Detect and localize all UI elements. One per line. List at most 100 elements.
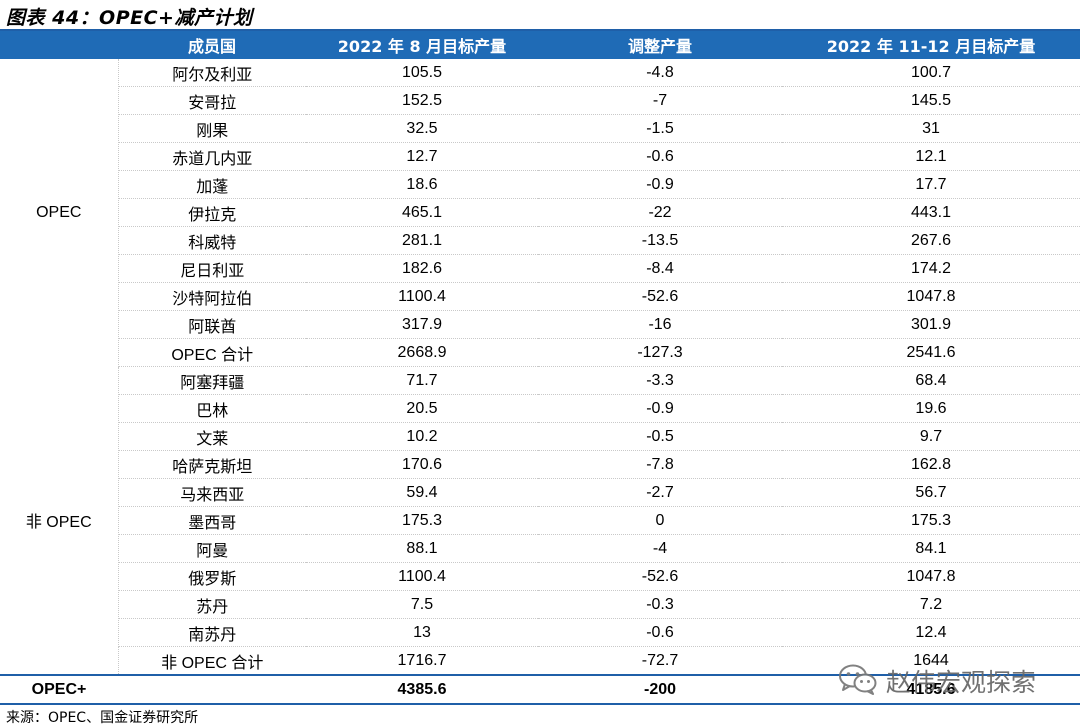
nov-dec-cell: 12.4 [782,618,1080,647]
country-cell: 非 OPEC 合计 [118,646,306,676]
aug-cell: 20.5 [306,394,538,423]
nov-dec-cell: 175.3 [782,506,1080,535]
adj-cell: -8.4 [538,254,782,283]
total-adj: -200 [538,674,782,705]
aug-cell: 1100.4 [306,282,538,311]
adj-cell: -0.6 [538,142,782,171]
country-cell: 尼日利亚 [118,254,306,283]
table-row: 南苏丹 13 -0.6 12.4 [0,618,1080,647]
total-nov-dec: 4185.6 [782,674,1080,705]
aug-cell: 10.2 [306,422,538,451]
nov-dec-cell: 1047.8 [782,562,1080,591]
nov-dec-cell: 84.1 [782,534,1080,563]
aug-cell: 317.9 [306,310,538,339]
country-cell: 哈萨克斯坦 [118,450,306,479]
total-aug: 4385.6 [306,674,538,705]
nov-dec-cell: 267.6 [782,226,1080,255]
aug-cell: 1100.4 [306,562,538,591]
table-row: 加蓬 18.6 -0.9 17.7 [0,170,1080,199]
table-row: 赤道几内亚 12.7 -0.6 12.1 [0,142,1080,171]
table-row: 苏丹 7.5 -0.3 7.2 [0,590,1080,619]
header-nov-dec-target: 2022 年 11-12 月目标产量 [782,31,1080,59]
source-note: 来源：OPEC、国金证券研究所 [6,710,199,726]
aug-cell: 71.7 [306,366,538,395]
country-cell: 南苏丹 [118,618,306,647]
aug-cell: 59.4 [306,478,538,507]
table-row: 刚果 32.5 -1.5 31 [0,114,1080,143]
country-cell: 阿塞拜疆 [118,366,306,395]
table-row: 科威特 281.1 -13.5 267.6 [0,226,1080,255]
adj-cell: -16 [538,310,782,339]
adj-cell: -3.3 [538,366,782,395]
aug-cell: 88.1 [306,534,538,563]
aug-cell: 152.5 [306,86,538,115]
nov-dec-cell: 1047.8 [782,282,1080,311]
country-cell: 阿尔及利亚 [118,59,306,87]
nov-dec-cell: 19.6 [782,394,1080,423]
aug-cell: 18.6 [306,170,538,199]
adj-cell: -52.6 [538,282,782,311]
table-row: 伊拉克 465.1 -22 443.1 [0,198,1080,227]
watermark-text: 赵伟宏观探索 [886,668,1037,697]
nov-dec-cell: 174.2 [782,254,1080,283]
country-cell: 马来西亚 [118,478,306,507]
table-row: 阿曼 88.1 -4 84.1 [0,534,1080,563]
nov-dec-cell: 443.1 [782,198,1080,227]
total-label: OPEC+ [0,674,118,705]
country-cell: 阿联酋 [118,310,306,339]
nov-dec-cell: 9.7 [782,422,1080,451]
header-group [0,31,118,59]
header-adjustment: 调整产量 [538,31,782,59]
aug-cell: 7.5 [306,590,538,619]
watermark: 赵伟宏观探索 [838,664,1036,698]
aug-cell: 105.5 [306,59,538,87]
country-cell: 刚果 [118,114,306,143]
adj-cell: -0.9 [538,170,782,199]
country-cell: 阿曼 [118,534,306,563]
nov-dec-cell: 145.5 [782,86,1080,115]
table-row: OPEC 阿尔及利亚 105.5 -4.8 100.7 [0,59,1080,367]
adj-cell: -7 [538,86,782,115]
table-row: 非 OPEC 阿塞拜疆 71.7 -3.3 68.4 [0,366,1080,675]
nov-dec-cell: 12.1 [782,142,1080,171]
header-country: 成员国 [118,31,306,59]
country-cell: 俄罗斯 [118,562,306,591]
adj-cell: -7.8 [538,450,782,479]
opec-subtotal-row: OPEC 合计 2668.9 -127.3 2541.6 [0,338,1080,367]
country-cell: 科威特 [118,226,306,255]
country-cell: 文莱 [118,422,306,451]
country-cell: 安哥拉 [118,86,306,115]
aug-cell: 13 [306,618,538,647]
country-cell: 伊拉克 [118,198,306,227]
table-row: 墨西哥 175.3 0 175.3 [0,506,1080,535]
country-cell: 沙特阿拉伯 [118,282,306,311]
aug-cell: 182.6 [306,254,538,283]
opec-cut-table: 成员国 2022 年 8 月目标产量 调整产量 2022 年 11-12 月目标… [0,31,1080,705]
aug-cell: 281.1 [306,226,538,255]
header-row: 成员国 2022 年 8 月目标产量 调整产量 2022 年 11-12 月目标… [0,31,1080,59]
opec-plus-total-row: OPEC+ 4385.6 -200 4185.6 [0,674,1080,705]
adj-cell: -0.9 [538,394,782,423]
nov-dec-cell: 301.9 [782,310,1080,339]
adj-cell: -1.5 [538,114,782,143]
aug-cell: 32.5 [306,114,538,143]
country-cell: 苏丹 [118,590,306,619]
nov-dec-cell: 56.7 [782,478,1080,507]
country-cell: 赤道几内亚 [118,142,306,171]
nov-dec-cell: 68.4 [782,366,1080,395]
aug-cell: 175.3 [306,506,538,535]
table-row: 马来西亚 59.4 -2.7 56.7 [0,478,1080,507]
adj-cell: -4 [538,534,782,563]
country-cell: 墨西哥 [118,506,306,535]
adj-cell: -72.7 [538,646,782,676]
table-row: 巴林 20.5 -0.9 19.6 [0,394,1080,423]
table-row: 尼日利亚 182.6 -8.4 174.2 [0,254,1080,283]
title-rule [0,29,1080,31]
adj-cell: -0.3 [538,590,782,619]
aug-cell: 1716.7 [306,646,538,676]
non-opec-subtotal-row: 非 OPEC 合计 1716.7 -72.7 1644 [0,646,1080,676]
aug-cell: 2668.9 [306,338,538,367]
total-spacer [118,674,306,705]
group-label-non-opec: 非 OPEC [0,366,119,675]
adj-cell: -22 [538,198,782,227]
